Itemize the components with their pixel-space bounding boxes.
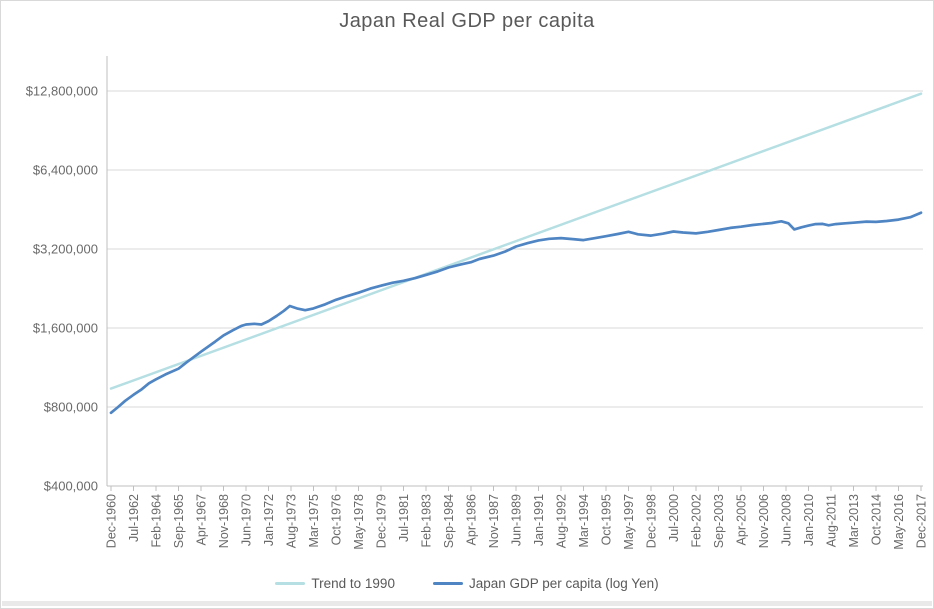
x-tick-label: Jul-1981 (397, 494, 411, 542)
x-tick-label: Feb-1983 (420, 494, 434, 548)
x-tick-label: Oct-2014 (870, 494, 884, 545)
x-tick-label: Aug-1973 (285, 494, 299, 548)
y-tick-label: $3,200,000 (33, 242, 98, 257)
x-tick-label: Sep-2003 (712, 494, 726, 548)
x-tick-label: Aug-1992 (555, 494, 569, 548)
legend: Trend to 1990 Japan GDP per capita (log … (1, 576, 933, 591)
legend-label-trend: Trend to 1990 (311, 576, 395, 591)
x-tick-label: Jan-1972 (262, 494, 276, 546)
window-bottom-strip (2, 601, 932, 606)
plot-area: $400,000 $800,000 $1,600,000 $3,200,000 $6,4… (26, 56, 929, 550)
x-tick-label: Nov-1987 (487, 494, 501, 548)
x-tick-label: Jun-1970 (240, 494, 254, 546)
trend-line (109, 92, 923, 390)
legend-item-gdp: Japan GDP per capita (log Yen) (432, 576, 659, 591)
x-tick-label: May-1978 (352, 494, 366, 550)
x-tick-label: Dec-1998 (645, 494, 659, 548)
legend-item-trend: Trend to 1990 (275, 576, 395, 591)
x-tick-label: Apr-1986 (465, 494, 479, 545)
x-tick-label: Nov-2006 (757, 494, 771, 548)
x-tick-label: Apr-1967 (195, 494, 209, 545)
x-tick-label: Aug-2011 (825, 494, 839, 547)
y-tick-label: $12,800,000 (26, 84, 98, 99)
x-tick-label: Jun-1989 (510, 494, 524, 546)
x-tick-label: Jul-1962 (127, 494, 141, 542)
legend-label-gdp: Japan GDP per capita (log Yen) (468, 576, 659, 591)
y-tick-label: $800,000 (44, 400, 98, 415)
gdp-line (109, 211, 923, 415)
x-tick-label: Jan-1991 (532, 494, 546, 546)
x-tick-label: May-2016 (892, 494, 906, 550)
x-tick-label: Mar-1975 (307, 494, 321, 548)
y-tick-label: $400,000 (44, 479, 98, 494)
x-tick-label: Sep-1984 (442, 494, 456, 548)
x-tick-label: Jun-2008 (780, 494, 794, 546)
trend-line-swatch (275, 582, 306, 585)
gdp-line-swatch (432, 582, 463, 585)
chart-title: Japan Real GDP per capita (339, 10, 595, 32)
x-tick-label: Jan-2010 (802, 494, 816, 546)
x-tick-label: Dec-1960 (105, 494, 119, 548)
x-tick-label: Sep-1965 (172, 494, 186, 548)
x-tick-label: Oct-1976 (330, 494, 344, 545)
x-tick-label: Mar-2013 (847, 494, 861, 548)
y-tick-label: $6,400,000 (33, 163, 98, 178)
x-tick-label: Nov-1968 (217, 494, 231, 548)
x-tick-label: Mar-1994 (577, 494, 591, 548)
x-tick-label: Dec-2017 (915, 494, 929, 548)
x-tick-label: Feb-2002 (690, 494, 704, 548)
x-tick-label: Oct-1995 (600, 494, 614, 545)
x-tick-label: Jul-2000 (667, 494, 681, 542)
y-tick-label: $1,600,000 (33, 321, 98, 336)
x-tick-label: Dec-1979 (375, 494, 389, 548)
x-tick-label: Apr-2005 (735, 494, 749, 545)
x-tick-label: Feb-1964 (150, 494, 164, 548)
x-tick-label: May-1997 (622, 494, 636, 550)
